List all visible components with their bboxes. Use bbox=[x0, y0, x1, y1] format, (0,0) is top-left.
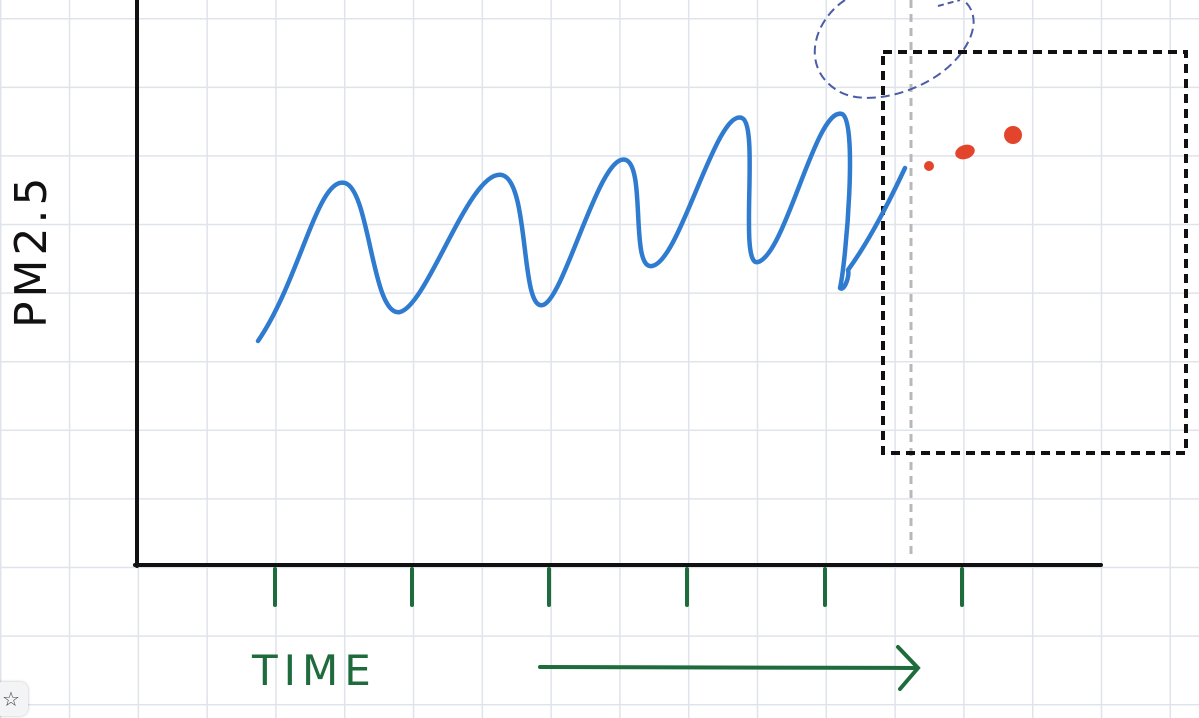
y-axis-label: PM2.5 bbox=[6, 173, 57, 328]
lasso-selection bbox=[813, 0, 975, 99]
lasso-fragment bbox=[937, 0, 961, 7]
x-axis-label: TIME bbox=[252, 646, 377, 695]
pm25-signal-curve bbox=[255, 111, 908, 344]
time-arrow-shaft bbox=[538, 665, 917, 670]
forecast-dot bbox=[924, 161, 934, 171]
time-arrow-head bbox=[896, 645, 921, 691]
forecast-dot bbox=[955, 144, 975, 160]
x-axis-ticks bbox=[273, 567, 964, 607]
forecast-dots bbox=[924, 126, 1022, 171]
star-icon[interactable]: ☆ bbox=[0, 682, 28, 716]
forecast-dot bbox=[1004, 126, 1022, 144]
forecast-window-box bbox=[881, 50, 1188, 455]
time-arrow bbox=[538, 645, 921, 691]
